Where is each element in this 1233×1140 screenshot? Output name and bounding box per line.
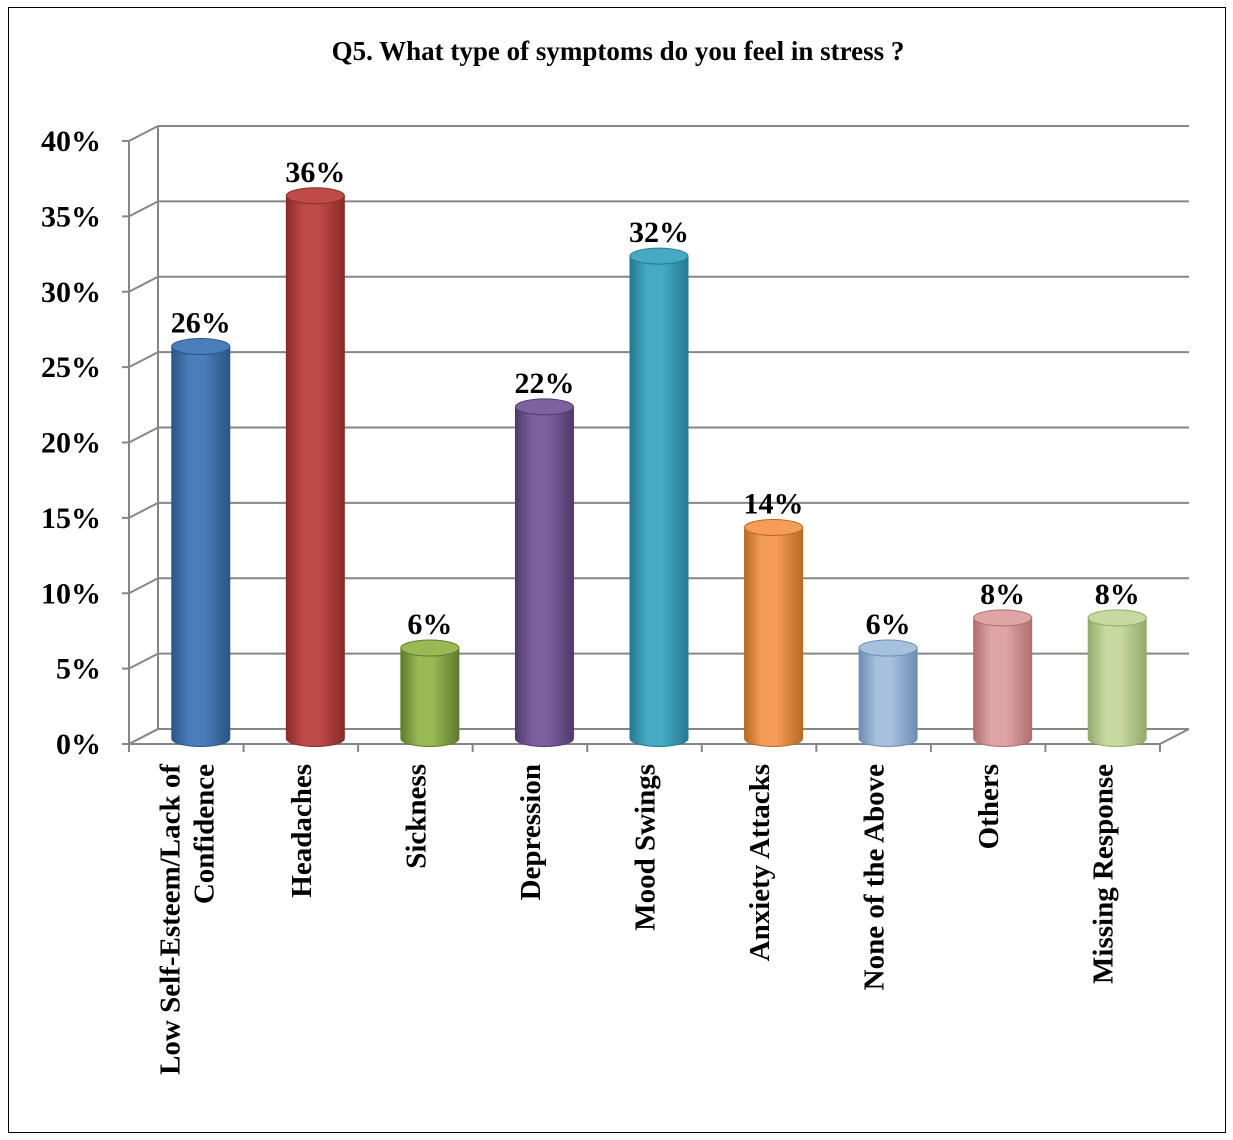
- bars: [171, 187, 1147, 747]
- y-tick-label: 40%: [41, 125, 101, 158]
- data-label: 8%: [1095, 578, 1140, 611]
- data-label: 8%: [980, 578, 1025, 611]
- gridline-diagonal: [128, 125, 159, 142]
- y-tick-label: 0%: [56, 728, 101, 761]
- data-label: 6%: [407, 608, 452, 641]
- bar: [744, 518, 804, 747]
- data-label: 14%: [744, 487, 804, 520]
- bar: [285, 187, 345, 747]
- bar-body: [400, 647, 460, 747]
- y-axis: 0% 5% 10% 15% 20% 25% 30% 35% 40%: [41, 125, 130, 761]
- bar-body: [629, 255, 689, 747]
- data-label: 36%: [285, 156, 345, 189]
- x-tick-label: Low Self-Esteem/Lack of: [154, 764, 186, 1075]
- x-tick-label: Depression: [515, 764, 547, 900]
- y-tick-label: 30%: [41, 276, 101, 309]
- bar-body: [171, 346, 231, 747]
- gridline-diagonal: [128, 728, 159, 745]
- x-tick-label: Anxiety Attacks: [744, 764, 776, 961]
- data-label: 26%: [171, 307, 231, 340]
- bar: [629, 247, 689, 747]
- bar: [171, 338, 231, 747]
- x-tick-label: Others: [973, 764, 1005, 849]
- bar-top: [973, 609, 1033, 627]
- bar-top: [285, 187, 345, 205]
- bar-top: [1087, 609, 1147, 627]
- bar-body: [744, 526, 804, 747]
- bar-chart: Q5. What type of symptoms do you feel in…: [41, 36, 1190, 1075]
- gridline-diagonal: [128, 200, 159, 218]
- gridline-diagonal: [128, 275, 159, 293]
- data-label: 6%: [866, 608, 911, 641]
- bar-body: [973, 617, 1033, 747]
- y-tick-label: 35%: [41, 200, 101, 233]
- gridline-diagonal: [128, 501, 159, 519]
- bar-body: [858, 647, 918, 747]
- x-tick-label: Missing Response: [1088, 764, 1120, 984]
- gridline-diagonal: [128, 652, 159, 670]
- bar-top: [171, 338, 231, 356]
- bar-top: [858, 639, 918, 657]
- data-labels: 26% 36% 6% 22% 32% 14% 6% 8% 8%: [171, 156, 1140, 641]
- y-tick-label: 5%: [56, 653, 101, 686]
- gridline-diagonal: [128, 351, 159, 369]
- x-tick-label: Headaches: [286, 764, 318, 898]
- data-label: 32%: [629, 216, 689, 249]
- bar-top: [400, 639, 460, 657]
- bar: [973, 609, 1033, 747]
- bar-body: [1087, 617, 1147, 747]
- x-tick-label: Sickness: [400, 764, 432, 869]
- chart-frame: Q5. What type of symptoms do you feel in…: [8, 7, 1226, 1133]
- floor-right-edge: [1159, 728, 1190, 745]
- gridline-diagonal: [128, 577, 159, 595]
- y-tick-label: 25%: [41, 351, 101, 384]
- y-tick-label: 20%: [41, 427, 101, 460]
- x-tick-label: Confidence: [188, 764, 220, 904]
- data-label: 22%: [514, 367, 574, 400]
- bar: [400, 639, 460, 747]
- bar-top: [629, 247, 689, 265]
- x-axis: [128, 744, 1161, 752]
- bar: [514, 398, 574, 747]
- x-tick-label: Mood Swings: [630, 764, 662, 931]
- bar-body: [514, 406, 574, 747]
- x-tick-label: None of the Above: [859, 764, 891, 990]
- chart-title: Q5. What type of symptoms do you feel in…: [332, 36, 905, 66]
- bar: [858, 639, 918, 747]
- bar: [1087, 609, 1147, 747]
- gridline-diagonal: [128, 426, 159, 444]
- x-tick-labels: Low Self-Esteem/Lack of Confidence Headach…: [154, 764, 1119, 1075]
- y-tick-label: 15%: [41, 502, 101, 535]
- bar-top: [744, 518, 804, 536]
- bar-body: [285, 195, 345, 747]
- y-tick-label: 10%: [41, 577, 101, 610]
- bar-top: [514, 398, 574, 416]
